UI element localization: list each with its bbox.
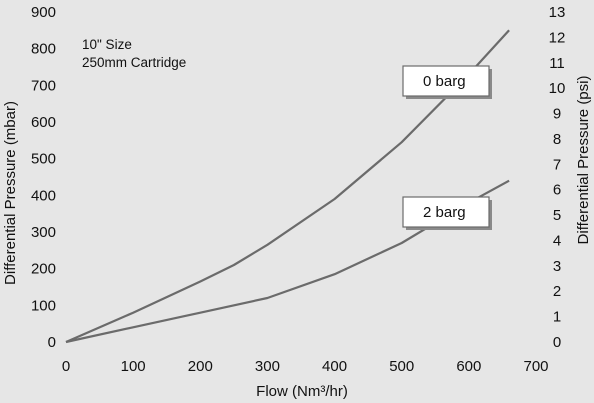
series-label-0-barg: 0 barg [402, 65, 492, 99]
y-tick-label: 700 [31, 77, 56, 94]
x-tick-label: 700 [523, 358, 548, 375]
y2-tick-label: 6 [553, 182, 561, 199]
y-tick-label: 600 [31, 114, 56, 131]
annotation-size: 10" Size [82, 37, 132, 52]
series-label-text: 2 barg [423, 204, 466, 221]
annotation-cartridge: 250mm Cartridge [82, 55, 186, 70]
x-axis-title: Flow (Nm³/hr) [256, 383, 348, 400]
series-labels: 0 barg 2 barg [402, 65, 492, 230]
y2-tick-label: 11 [549, 55, 565, 72]
x-tick-label: 600 [456, 358, 481, 375]
right-y-axis-title: Differential Pressure (psi) [575, 76, 592, 245]
y2-tick-label: 12 [549, 29, 566, 46]
x-tick-label: 200 [188, 358, 213, 375]
y-tick-label: 100 [31, 297, 56, 314]
y-tick-label: 800 [31, 41, 56, 58]
x-tick-label: 400 [322, 358, 347, 375]
y2-tick-label: 1 [553, 309, 561, 326]
y2-tick-label: 0 [553, 334, 561, 351]
y2-tick-label: 8 [553, 131, 561, 148]
y2-tick-label: 13 [549, 4, 566, 21]
x-tick-label: 0 [62, 358, 70, 375]
x-tick-label: 500 [389, 358, 414, 375]
y2-tick-label: 9 [553, 106, 561, 123]
series-label-text: 0 barg [423, 73, 466, 90]
y2-tick-label: 7 [553, 156, 561, 173]
y-tick-label: 400 [31, 187, 56, 204]
x-tick-label: 100 [121, 358, 146, 375]
y-tick-label: 300 [31, 224, 56, 241]
left-y-axis-ticks: 0 100 200 300 400 500 600 700 800 900 [31, 4, 56, 351]
y2-tick-label: 2 [553, 283, 561, 300]
y2-tick-label: 4 [553, 232, 561, 249]
y-tick-label: 0 [48, 334, 56, 351]
y-tick-label: 200 [31, 261, 56, 278]
series-label-2-barg: 2 barg [402, 196, 492, 230]
left-y-axis-title: Differential Pressure (mbar) [2, 101, 19, 285]
x-tick-label: 300 [255, 358, 280, 375]
y2-tick-label: 5 [553, 207, 561, 224]
y2-tick-label: 10 [549, 80, 566, 97]
y2-tick-label: 3 [553, 258, 561, 275]
x-axis-ticks: 0 100 200 300 400 500 600 700 [62, 358, 549, 375]
y-tick-label: 900 [31, 4, 56, 21]
y-tick-label: 500 [31, 151, 56, 168]
